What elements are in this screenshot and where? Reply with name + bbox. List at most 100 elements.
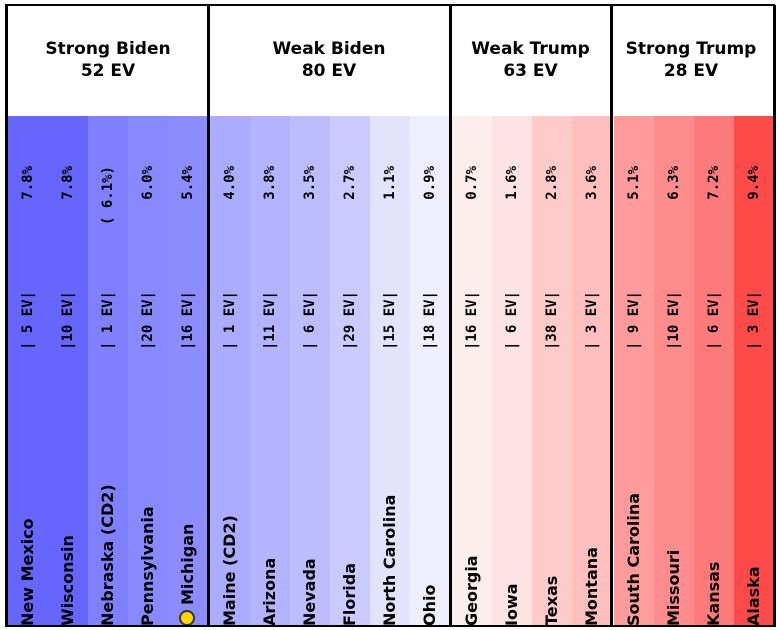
state-name-text: Arizona bbox=[260, 557, 279, 626]
state-name: North Carolina bbox=[370, 495, 410, 626]
state-ev: |16 EV| bbox=[464, 291, 480, 351]
state-column-iowa: Iowa | 6 EV| 1.6% bbox=[492, 116, 532, 626]
state-name: Alaska bbox=[734, 566, 774, 626]
state-name: New Mexico bbox=[8, 518, 48, 626]
state-column-new-mexico: New Mexico | 5 EV| 7.8% bbox=[8, 116, 48, 626]
state-ev: |10 EV| bbox=[666, 291, 682, 351]
state-column-ohio: Ohio |18 EV| 0.9% bbox=[410, 116, 450, 626]
group-header-weak-biden: Weak Biden 80 EV bbox=[208, 38, 450, 82]
group-ev: 28 EV bbox=[663, 61, 719, 81]
state-name: Georgia bbox=[452, 555, 492, 626]
state-name: Pennsylvania bbox=[128, 506, 168, 626]
state-name-text: Florida bbox=[340, 562, 359, 626]
state-name-text: Pennsylvania bbox=[138, 506, 157, 626]
state-name: Nebraska (CD2) bbox=[88, 484, 128, 626]
state-margin: 3.5% bbox=[302, 166, 318, 200]
group-divider bbox=[449, 5, 452, 627]
group-title: Weak Trump bbox=[471, 39, 590, 59]
state-column-maine-cd2: Maine (CD2) | 1 EV| 4.0% bbox=[210, 116, 250, 626]
group-title: Weak Biden bbox=[272, 39, 386, 59]
state-name: South Carolina bbox=[614, 493, 654, 626]
state-margin: 0.7% bbox=[464, 166, 480, 200]
state-name: Michigan bbox=[168, 524, 208, 626]
state-name-text: Nebraska (CD2) bbox=[98, 484, 117, 626]
state-name: Kansas bbox=[694, 562, 734, 626]
state-column-georgia: Georgia |16 EV| 0.7% bbox=[452, 116, 492, 626]
state-name-text: Iowa bbox=[502, 583, 521, 626]
state-name-text: North Carolina bbox=[380, 494, 399, 626]
state-margin: 1.1% bbox=[382, 166, 398, 200]
top-border bbox=[5, 4, 775, 6]
state-column-michigan: Michigan |16 EV| 5.4% bbox=[168, 116, 208, 626]
state-margin: 6.3% bbox=[666, 166, 682, 200]
state-name-text: Nevada bbox=[300, 558, 319, 626]
state-ev: | 6 EV| bbox=[302, 291, 318, 351]
state-name: Ohio bbox=[410, 585, 450, 626]
state-name-text: Michigan bbox=[178, 523, 197, 605]
state-name: Montana bbox=[572, 547, 612, 626]
state-name: Nevada bbox=[290, 558, 330, 626]
state-ev: | 3 EV| bbox=[584, 291, 600, 351]
group-divider bbox=[610, 5, 613, 627]
tipping-point-marker-icon bbox=[178, 610, 195, 626]
state-ev: |15 EV| bbox=[382, 291, 398, 351]
state-column-arizona: Arizona |11 EV| 3.8% bbox=[250, 116, 290, 626]
group-ev: 63 EV bbox=[503, 61, 558, 81]
state-name-text: Montana bbox=[582, 547, 601, 626]
state-column-nevada: Nevada | 6 EV| 3.5% bbox=[290, 116, 330, 626]
bottom-border bbox=[5, 625, 775, 627]
state-margin: 3.6% bbox=[584, 166, 600, 200]
group-title: Strong Biden bbox=[45, 39, 171, 59]
state-column-alaska: Alaska | 3 EV| 9.4% bbox=[734, 116, 774, 626]
state-column-florida: Florida |29 EV| 2.7% bbox=[330, 116, 370, 626]
state-name-text: New Mexico bbox=[18, 518, 37, 626]
group-divider bbox=[5, 5, 8, 627]
state-ev: |10 EV| bbox=[60, 291, 76, 351]
state-margin: 7.2% bbox=[706, 166, 722, 200]
state-column-pennsylvania: Pennsylvania |20 EV| 6.0% bbox=[128, 116, 168, 626]
state-margin: 0.9% bbox=[422, 166, 438, 200]
state-name-text: Kansas bbox=[704, 561, 723, 626]
state-name-text: Maine (CD2) bbox=[220, 515, 239, 626]
state-name-text: Missouri bbox=[664, 549, 683, 626]
state-margin: 2.8% bbox=[544, 166, 560, 200]
state-column-wisconsin: Wisconsin |10 EV| 7.8% bbox=[48, 116, 88, 626]
state-margin: 1.6% bbox=[504, 166, 520, 200]
state-name-text: Georgia bbox=[462, 555, 481, 626]
group-title: Strong Trump bbox=[625, 39, 757, 59]
state-name: Wisconsin bbox=[48, 535, 88, 626]
state-column-texas: Texas |38 EV| 2.8% bbox=[532, 116, 572, 626]
state-ev: |11 EV| bbox=[262, 291, 278, 351]
state-ev: | 9 EV| bbox=[626, 291, 642, 351]
state-margin: 3.8% bbox=[262, 166, 278, 200]
state-ev: |18 EV| bbox=[422, 291, 438, 351]
group-divider bbox=[207, 5, 210, 627]
state-name-text: Alaska bbox=[744, 566, 763, 626]
state-name-text: Ohio bbox=[420, 584, 439, 626]
group-header-strong-trump: Strong Trump 28 EV bbox=[611, 38, 771, 82]
state-margin: 7.8% bbox=[60, 166, 76, 200]
state-ev: | 5 EV| bbox=[20, 291, 36, 351]
state-ev: |20 EV| bbox=[140, 291, 156, 351]
state-column-montana: Montana | 3 EV| 3.6% bbox=[572, 116, 612, 626]
state-ev: | 6 EV| bbox=[504, 291, 520, 351]
state-column-south-carolina: South Carolina | 9 EV| 5.1% bbox=[614, 116, 654, 626]
state-ev: | 1 EV| bbox=[100, 291, 116, 351]
group-ev: 80 EV bbox=[301, 61, 357, 81]
group-header-strong-biden: Strong Biden 52 EV bbox=[8, 38, 208, 82]
state-name-text: Wisconsin bbox=[58, 535, 77, 626]
state-margin: 6.0% bbox=[140, 166, 156, 200]
state-name: Texas bbox=[532, 576, 572, 626]
state-ev: |16 EV| bbox=[180, 291, 196, 351]
state-margin: 5.1% bbox=[626, 166, 642, 200]
state-margin: 4.0% bbox=[222, 166, 238, 200]
state-margin: 5.4% bbox=[180, 166, 196, 200]
state-name-text: South Carolina bbox=[624, 492, 643, 626]
state-name: Maine (CD2) bbox=[210, 515, 250, 626]
state-column-nebraska-cd2: Nebraska (CD2) | 1 EV| ( 6.1%) bbox=[88, 116, 128, 626]
state-column-north-carolina: North Carolina |15 EV| 1.1% bbox=[370, 116, 410, 626]
state-margin: 2.7% bbox=[342, 166, 358, 200]
state-column-missouri: Missouri |10 EV| 6.3% bbox=[654, 116, 694, 626]
state-margin: 7.8% bbox=[20, 166, 36, 200]
